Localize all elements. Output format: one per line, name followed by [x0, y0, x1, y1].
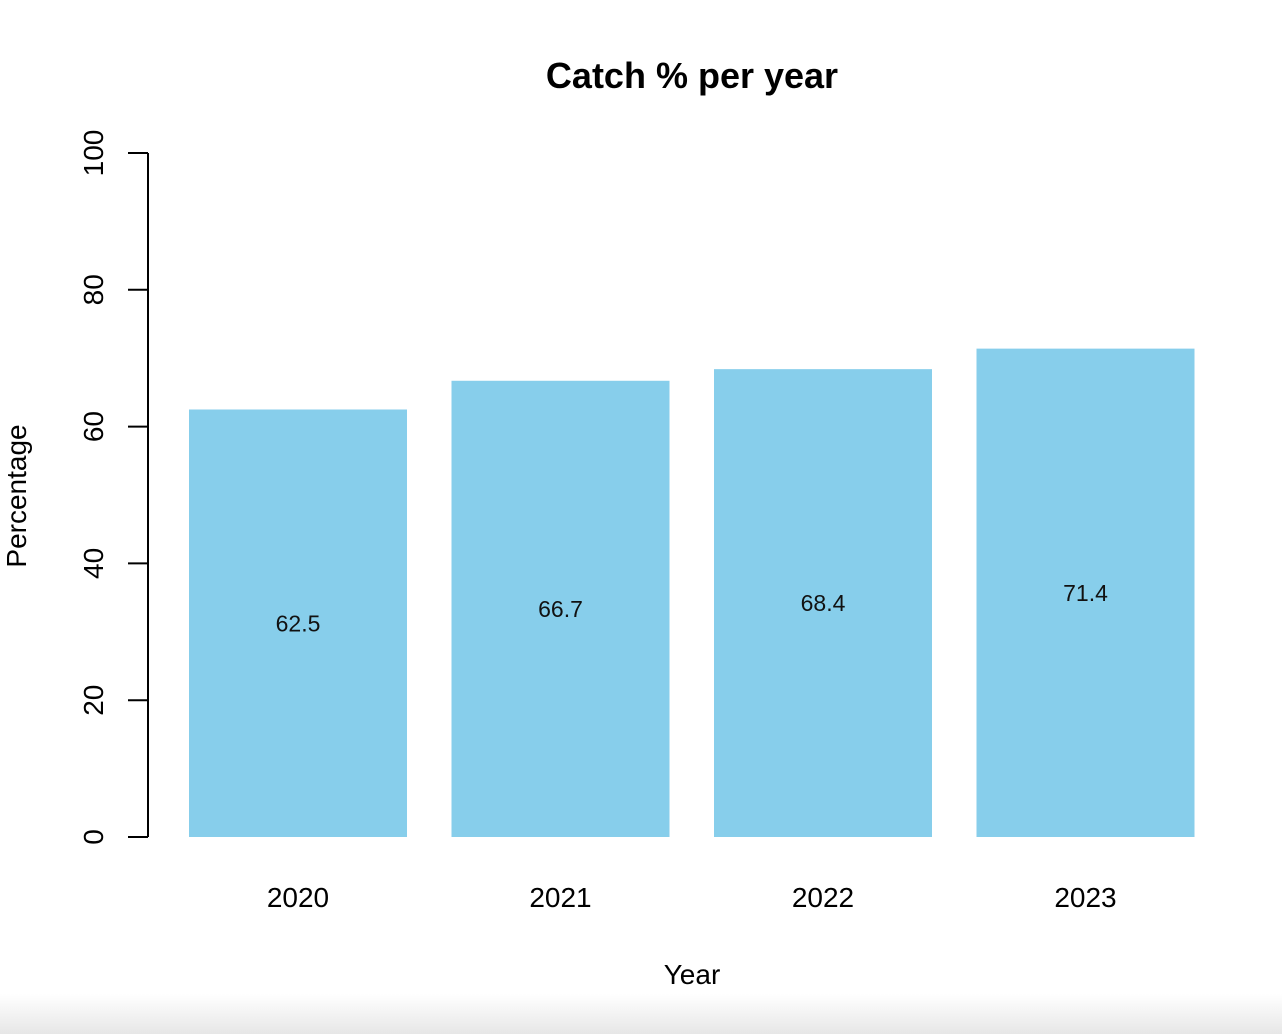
bar-value-label: 71.4 [1063, 580, 1108, 606]
data-labels: 62.5 66.7 68.4 71.4 [276, 580, 1108, 636]
bar [189, 409, 407, 837]
chart-title: Catch % per year [546, 55, 838, 96]
bar-value-label: 68.4 [801, 590, 846, 616]
x-tick-label: 2022 [792, 882, 854, 913]
bars [189, 348, 1195, 837]
y-tick-label: 100 [78, 130, 109, 177]
y-tick-label: 60 [78, 411, 109, 442]
x-axis-tick-labels: 2020 2021 2022 2023 [267, 882, 1117, 913]
bar [451, 380, 670, 837]
bar-value-label: 66.7 [538, 596, 583, 622]
y-tick-label: 0 [78, 829, 109, 845]
bar [976, 348, 1195, 837]
x-axis-label: Year [664, 959, 721, 990]
bar-value-label: 62.5 [276, 610, 321, 636]
y-tick-label: 20 [78, 685, 109, 716]
x-tick-label: 2023 [1054, 882, 1116, 913]
y-axis-label: Percentage [1, 424, 32, 567]
x-tick-label: 2020 [267, 882, 329, 913]
y-axis-ticks: 0 20 40 60 80 100 [78, 130, 148, 845]
y-tick-label: 80 [78, 274, 109, 305]
bottom-shadow [0, 994, 1282, 1034]
x-tick-label: 2021 [529, 882, 591, 913]
bar [714, 369, 932, 837]
y-tick-label: 40 [78, 548, 109, 579]
